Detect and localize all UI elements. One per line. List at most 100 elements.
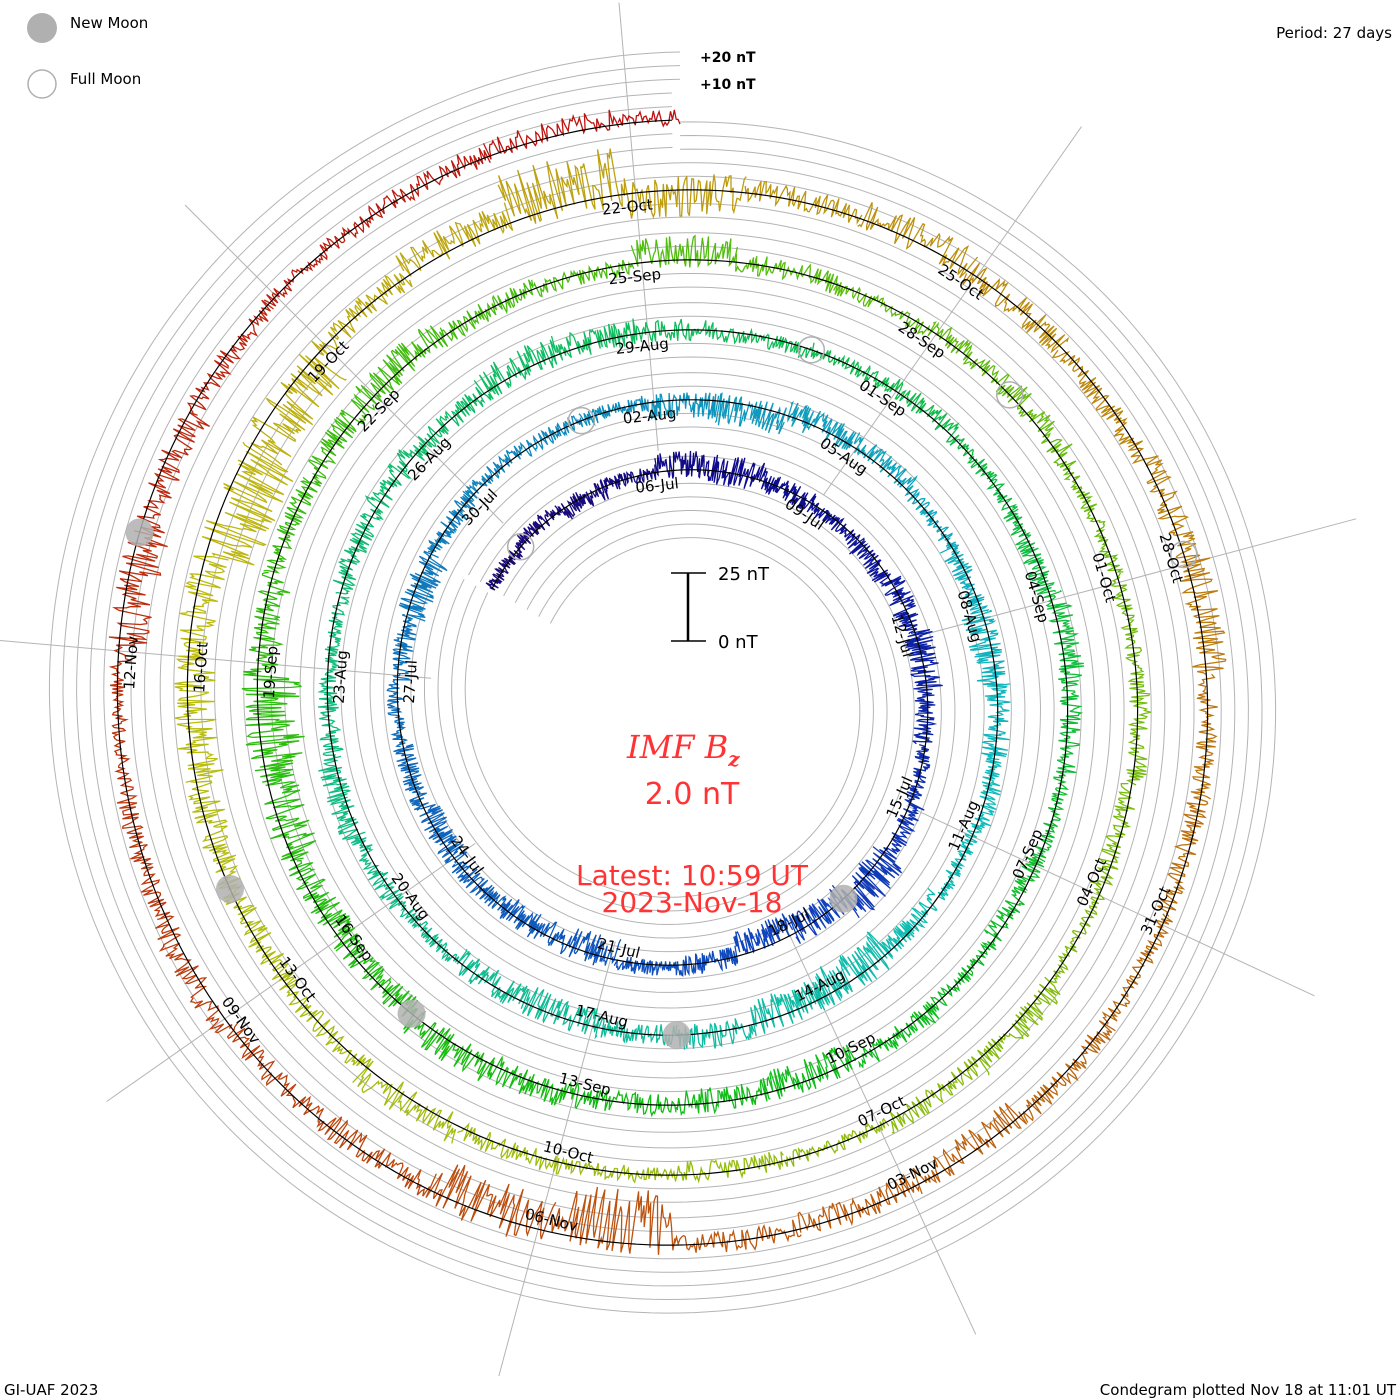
bz-trace-segment	[352, 1060, 457, 1144]
radial-spoke	[184, 204, 504, 524]
bz-trace-segment	[286, 982, 372, 1068]
bz-trace-segment	[395, 202, 514, 277]
bz-trace-segment	[499, 898, 560, 946]
bz-trace-segment	[613, 956, 679, 976]
bz-trace-segment	[1110, 572, 1145, 679]
bz-trace-segment	[1127, 440, 1197, 558]
scale-bottom-label: 0 nT	[718, 632, 759, 653]
full-moon-marker	[506, 533, 535, 561]
full-moon-marker	[567, 406, 596, 435]
bz-trace-segment	[760, 470, 817, 511]
radial-spoke	[106, 842, 476, 1102]
bz-trace-segment	[603, 464, 657, 492]
bz-trace-segment	[881, 575, 919, 635]
bz-trace-segment	[1190, 673, 1218, 800]
bz-trace-segment	[555, 318, 643, 361]
bz-trace-segment	[155, 915, 233, 1034]
bz-trace-segment	[116, 792, 171, 919]
bz-trace-segment	[981, 683, 1011, 759]
bz-trace-segment	[393, 743, 429, 811]
bz-trace-segment	[735, 253, 839, 294]
bz-trace-segment	[853, 432, 918, 491]
grid-spiral	[89, 92, 1236, 1273]
bz-trace-segment	[364, 444, 425, 521]
radial-spoke	[618, 2, 659, 451]
bz-trace-segment	[332, 513, 375, 595]
date-label: 22-Oct	[601, 195, 654, 218]
bz-trace-segment	[598, 1017, 678, 1046]
bz-trace-segment	[250, 353, 347, 466]
grid-spiral	[464, 537, 861, 898]
bz-trace-segment	[425, 1164, 557, 1240]
moon-markers	[125, 336, 1198, 1050]
bz-trace-segment	[904, 743, 931, 803]
bz-trace-segment	[201, 441, 294, 566]
period-label: Period: 27 days	[1276, 24, 1392, 42]
bz-trace-segment	[316, 1116, 431, 1197]
bz-trace-segment	[674, 1151, 784, 1184]
bz-trace-segment	[961, 609, 1006, 685]
bz-trace-segment	[1101, 913, 1173, 1025]
grid-label-plus10: +10 nT	[700, 77, 756, 93]
bz-trace-segment	[254, 766, 317, 862]
bz-trace-segment	[451, 860, 507, 911]
bz-trace-segment	[970, 757, 1003, 833]
grid-spiral	[103, 106, 1222, 1260]
date-label: 29-Aug	[615, 334, 670, 358]
bz-trace-segment	[623, 174, 747, 219]
bz-trace-segment	[515, 508, 561, 551]
legend-new-moon: New Moon	[70, 14, 148, 32]
bz-trace-segment	[806, 500, 856, 545]
new-moon-marker	[397, 999, 426, 1028]
bz-trace-segment	[810, 342, 890, 392]
bz-trace-segment	[617, 109, 681, 128]
bz-trace-segment	[886, 378, 961, 446]
grid-spiral	[451, 523, 874, 912]
bz-trace-segment	[398, 550, 448, 622]
bz-trace-segment	[551, 1186, 676, 1255]
new-moon-marker	[829, 884, 858, 913]
bz-trace-segment	[750, 981, 830, 1037]
bz-trace-segment	[318, 755, 366, 840]
bz-trace-segment	[889, 1056, 979, 1134]
zero-line-spiral	[116, 119, 1209, 1246]
bz-trace-segment	[485, 542, 524, 591]
bz-trace-segment	[226, 1022, 325, 1123]
bz-trace-segment	[814, 931, 894, 1006]
bz-trace-segment	[766, 1044, 857, 1100]
bz-trace-segment	[355, 325, 449, 406]
bz-trace-segment	[456, 949, 530, 1009]
bz-trace-segment	[1175, 554, 1227, 676]
legend-full-moon: Full Moon	[70, 70, 141, 88]
grid-spiral	[437, 510, 888, 926]
bz-trace-segment	[392, 614, 417, 682]
bz-trace-segment	[977, 976, 1061, 1076]
radial-spoke	[0, 640, 431, 679]
date-label: 23-Aug	[330, 650, 352, 705]
date-label: 27-Jul	[400, 659, 421, 704]
bz-trace-segment	[497, 148, 626, 224]
bz-trace-segment	[533, 259, 635, 298]
bz-trace-segment	[912, 688, 938, 745]
bz-trace-segment	[879, 887, 938, 958]
bz-trace-segment	[962, 262, 1070, 354]
bz-trace-segment	[223, 885, 298, 991]
footer-plotted: Condegram plotted Nov 18 at 11:01 UT	[1100, 1381, 1397, 1399]
bz-trace-segment	[929, 939, 997, 1012]
bz-trace-segment	[725, 327, 812, 359]
date-label: 16-Oct	[190, 641, 211, 693]
bz-trace-segment	[521, 987, 601, 1040]
grid-spiral	[144, 146, 1181, 1219]
latest-date: 2023-Nov-18	[602, 886, 783, 919]
bz-trace-segment	[1043, 589, 1085, 683]
full-moon-marker	[797, 336, 826, 364]
bz-trace-segment	[833, 282, 931, 336]
latest-time: Latest: 10:59 UT	[576, 859, 809, 892]
bz-trace-segment	[1022, 1020, 1116, 1123]
new-moon-marker	[125, 518, 154, 547]
bz-trace-segment	[487, 1055, 583, 1110]
bz-trace-segment	[555, 928, 622, 966]
bz-trace-segment	[904, 628, 943, 690]
bz-trace-segment	[462, 445, 523, 501]
